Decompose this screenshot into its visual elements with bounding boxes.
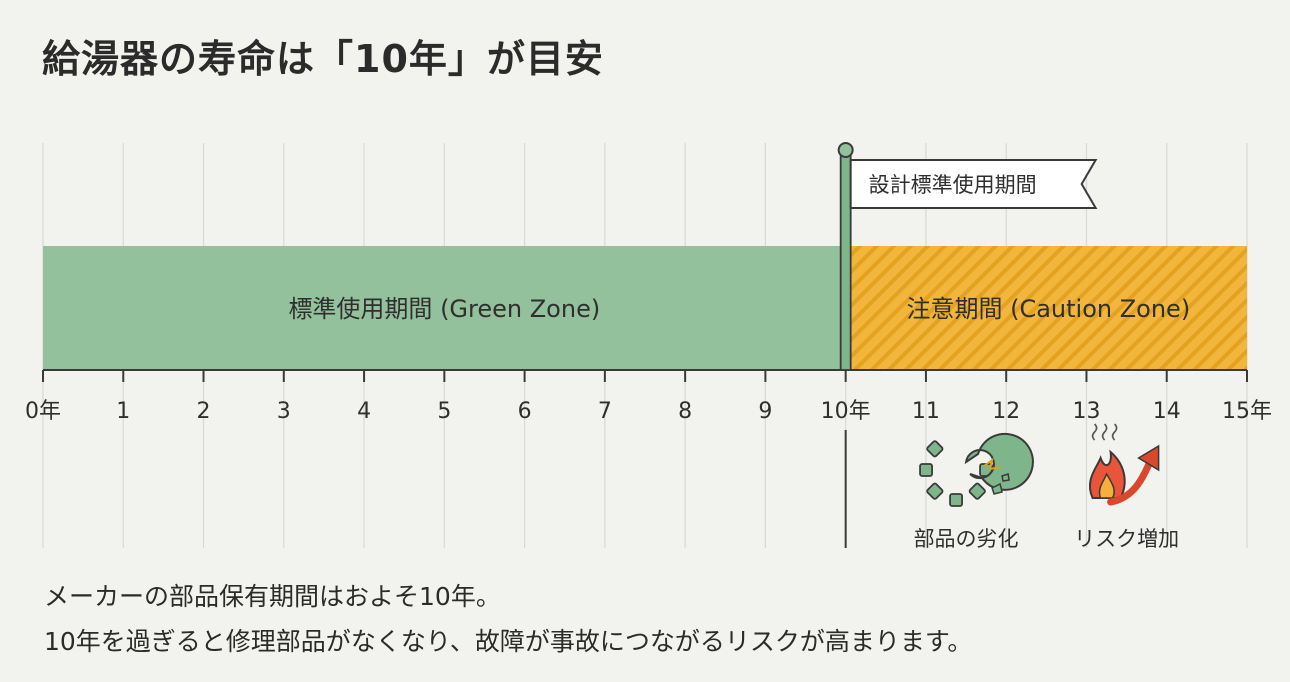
gear-crack: [983, 457, 1001, 471]
tick-label: 10年: [821, 399, 871, 424]
lifespan-timeline: 標準使用期間 (Green Zone) 注意期間 (Caution Zone) 0…: [25, 142, 1272, 551]
gear-fragment: [1001, 473, 1010, 482]
tick-label: 5: [437, 399, 451, 424]
fire-rising-arrow-icon: [1088, 423, 1160, 506]
gear-tooth: [949, 493, 963, 507]
flame-inner: [1098, 472, 1115, 499]
rising-arrow-head: [1137, 444, 1160, 472]
tick-label: 6: [518, 399, 532, 424]
caution-zone-bar: [849, 246, 1247, 370]
caption-line-1: メーカーの部品保有期間はおよそ10年。: [44, 582, 501, 611]
rising-arrow: [1107, 456, 1155, 506]
gear-fragment: [991, 482, 1003, 495]
tick-label: 1: [116, 399, 130, 424]
tick-label: 13: [1072, 399, 1100, 424]
green-zone-label: 標準使用期間 (Green Zone): [288, 295, 600, 323]
tick-label: 9: [758, 399, 772, 424]
tick-label: 2: [197, 399, 211, 424]
tick-label: 12: [992, 399, 1020, 424]
risk-label: リスク増加: [1074, 527, 1179, 551]
tick-label: 7: [598, 399, 612, 424]
risk-label: 部品の劣化: [914, 527, 1019, 551]
gear-tooth: [926, 482, 944, 500]
heat-wave: [1111, 423, 1118, 441]
green-zone-bar: [43, 246, 846, 370]
marker-flag-label: 設計標準使用期間: [869, 173, 1037, 197]
broken-gear-icon: [919, 432, 1034, 507]
tick-label: 11: [912, 399, 940, 424]
tick-label: 4: [357, 399, 371, 424]
heat-wave: [1101, 423, 1108, 441]
gear-tooth: [919, 463, 933, 477]
marker-pole-knob: [837, 142, 854, 158]
marker-flag: [849, 159, 1098, 209]
tick-label: 3: [277, 399, 291, 424]
gear-teeth: [919, 440, 993, 507]
tick-label: 14: [1153, 399, 1181, 424]
caution-zone-label: 注意期間 (Caution Zone): [906, 295, 1190, 323]
gear-body: [964, 432, 1034, 491]
heat-wave: [1091, 423, 1098, 441]
marker-flag-pole: [839, 149, 852, 371]
tick-label: 0年: [25, 399, 61, 424]
gear-tooth: [968, 482, 986, 500]
caption-line-2: 10年を過ぎると修理部品がなくなり、故障が事故につながるリスクが高まります。: [44, 627, 973, 656]
gear-tooth: [926, 440, 944, 458]
page-title: 給湯器の寿命は「10年」が目安: [42, 37, 604, 81]
tick-label: 15年: [1222, 399, 1272, 424]
tick-label: 8: [678, 399, 692, 424]
